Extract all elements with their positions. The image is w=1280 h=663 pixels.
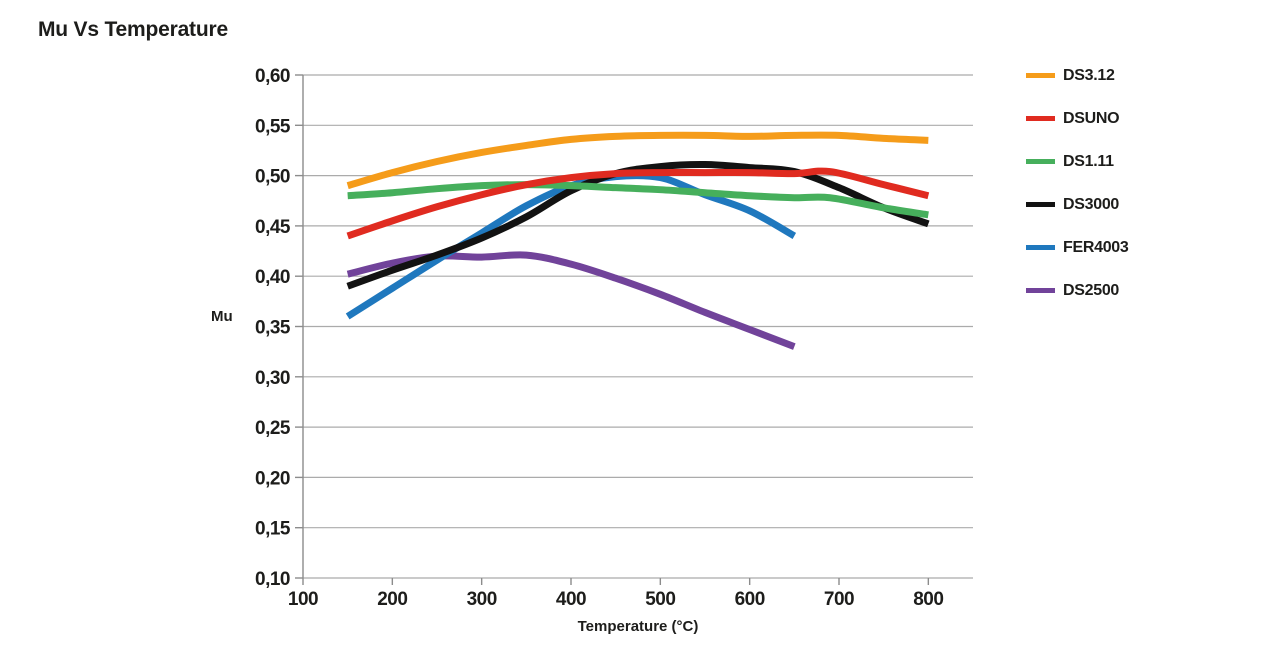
y-tick-label: 0,25 <box>255 418 291 439</box>
legend-item-FER4003: FER4003 <box>1026 226 1129 269</box>
legend-label: DS1.11 <box>1063 152 1114 170</box>
legend-swatch-DS2500 <box>1026 288 1055 293</box>
y-tick-label: 0,10 <box>255 569 290 590</box>
chart-legend: DS3.12 DSUNO DS1.11 DS3000 FER4003 DS2500 <box>1026 54 1129 312</box>
x-tick-label: 700 <box>824 589 854 610</box>
x-tick-label: 400 <box>556 589 586 610</box>
series-line-DS1.11 <box>347 181 929 219</box>
x-tick-label: 100 <box>288 589 318 610</box>
y-tick-label: 0,20 <box>255 468 290 489</box>
y-tick-label: 0,55 <box>255 116 291 137</box>
y-axis-title: Mu <box>211 308 233 325</box>
x-tick-label: 800 <box>913 589 943 610</box>
x-tick-label: 300 <box>467 589 497 610</box>
y-tick-label: 0,45 <box>255 217 291 238</box>
y-tick-label: 0,60 <box>255 66 290 87</box>
legend-label: DSUNO <box>1063 109 1120 127</box>
chart-title: Mu Vs Temperature <box>38 18 228 41</box>
series-line-DS2500 <box>346 251 796 350</box>
y-tick-label: 0,40 <box>255 267 290 288</box>
legend-swatch-DS3.12 <box>1026 73 1055 78</box>
legend-item-DS1.11: DS1.11 <box>1026 140 1129 183</box>
x-tick-label: 600 <box>735 589 765 610</box>
x-tick-label: 500 <box>645 589 675 610</box>
legend-swatch-DS3000 <box>1026 202 1055 207</box>
series-line-DS3.12 <box>346 131 929 190</box>
legend-swatch-DS1.11 <box>1026 159 1055 164</box>
series-line-DS3000 <box>346 161 930 290</box>
x-axis-title: Temperature (°C) <box>577 618 699 635</box>
legend-label: DS3000 <box>1063 195 1120 213</box>
y-tick-label: 0,35 <box>255 318 291 339</box>
legend-label: DS3.12 <box>1063 66 1115 84</box>
legend-item-DS2500: DS2500 <box>1026 269 1129 312</box>
y-tick-label: 0,30 <box>255 368 290 389</box>
y-tick-label: 0,50 <box>255 167 290 188</box>
legend-item-DS3000: DS3000 <box>1026 183 1129 226</box>
series-line-DSUNO <box>346 167 930 240</box>
legend-label: FER4003 <box>1063 238 1129 256</box>
legend-swatch-FER4003 <box>1026 245 1055 250</box>
legend-item-DS3.12: DS3.12 <box>1026 54 1129 97</box>
legend-swatch-DSUNO <box>1026 116 1055 121</box>
y-tick-label: 0,15 <box>255 519 291 540</box>
legend-label: DS2500 <box>1063 281 1120 299</box>
legend-item-DSUNO: DSUNO <box>1026 97 1129 140</box>
x-tick-label: 200 <box>377 589 407 610</box>
